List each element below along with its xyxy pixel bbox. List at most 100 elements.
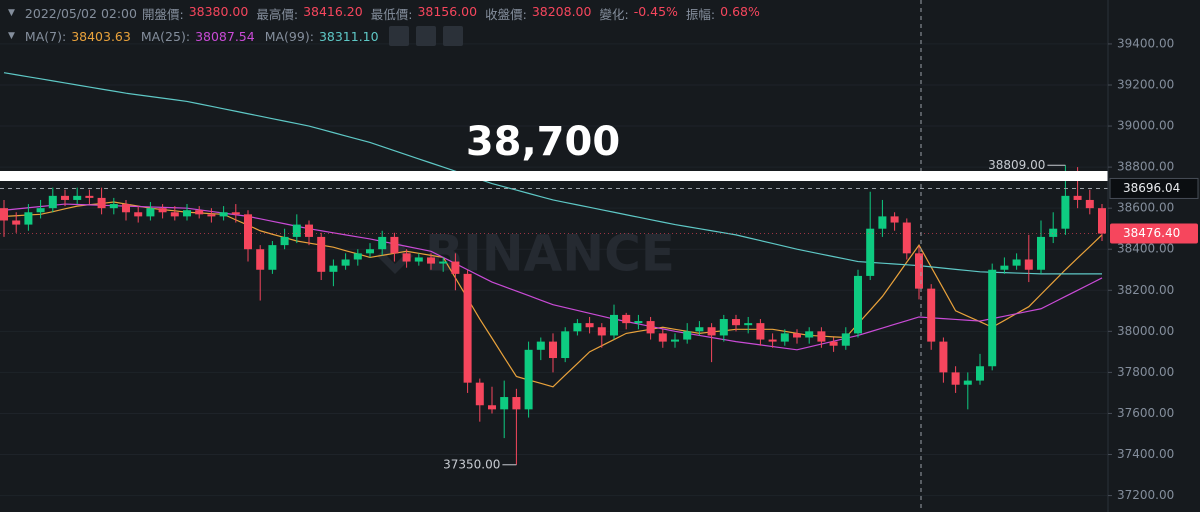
candle-body xyxy=(85,195,94,198)
candle-body xyxy=(24,212,33,225)
candle-body xyxy=(988,269,997,367)
y-tick-label: 37400.00 xyxy=(1117,447,1174,461)
watermark: BINANCE xyxy=(377,225,675,283)
y-tick-label: 37600.00 xyxy=(1117,406,1174,420)
y-tick-label: 39000.00 xyxy=(1117,119,1174,133)
candle-body xyxy=(707,327,716,336)
candle-body xyxy=(170,212,179,217)
candle-body xyxy=(536,341,545,350)
y-tick-label: 38400.00 xyxy=(1117,242,1174,256)
candle-body xyxy=(793,333,801,338)
candle-body xyxy=(878,216,887,229)
candle-body xyxy=(134,212,143,217)
candle-body xyxy=(597,327,606,336)
candle-body xyxy=(73,195,82,200)
y-tick-label: 37800.00 xyxy=(1117,365,1174,379)
info-row: ▼ 2022/05/02 02:00 開盤價: 38380.00 最高價: 38416… xyxy=(8,2,768,24)
candle-body xyxy=(146,208,155,217)
candle-body xyxy=(439,261,448,264)
candle-body xyxy=(683,331,692,340)
y-tick-label: 39400.00 xyxy=(1117,36,1174,50)
collapse-icon[interactable]: ▼ xyxy=(8,31,15,41)
annotation-line xyxy=(0,171,1108,181)
eye-button[interactable] xyxy=(388,26,409,46)
info-label: 開盤價: xyxy=(141,6,184,22)
candle-body xyxy=(48,195,57,209)
y-axis: 37200.00 37400.00 37600.00 37800.00 38000.00… xyxy=(1108,36,1199,502)
candle-body xyxy=(292,224,301,237)
settings-button[interactable] xyxy=(415,26,436,46)
candle-body xyxy=(414,257,423,262)
info-value: 0.68% xyxy=(720,3,760,19)
candle-body xyxy=(1037,236,1045,270)
candle-body xyxy=(61,195,69,200)
candle-body xyxy=(719,319,728,336)
candle-body xyxy=(951,372,960,385)
info-fields: 開盤價: 38380.00 最高價: 38416.20 最低價: 38156.00 收盤價:… xyxy=(142,4,768,23)
candle-body xyxy=(1049,228,1058,237)
candle-body xyxy=(183,210,191,217)
close-button[interactable] xyxy=(442,26,463,46)
crosshair-tag xyxy=(1109,177,1199,199)
candle-body xyxy=(378,236,387,250)
candle-body xyxy=(841,333,850,346)
info-label: 收盤價: xyxy=(485,6,527,22)
candle-body xyxy=(158,208,167,213)
candle-body xyxy=(671,339,679,342)
candle-body xyxy=(1012,259,1021,266)
legend-name: MA(7): xyxy=(24,28,67,44)
y-tick-label: 38200.00 xyxy=(1117,283,1174,297)
candle-body xyxy=(231,212,240,215)
candle-body xyxy=(646,321,655,334)
candle-body xyxy=(219,212,228,217)
candle-body xyxy=(524,349,533,410)
legend-value: 38403.63 xyxy=(71,28,131,44)
candle-body xyxy=(610,314,618,336)
candle-body xyxy=(1000,265,1009,270)
candle-body xyxy=(353,253,362,260)
ma-legend: MA(7): 38403.63 MA(25): 38087.54 MA(99): 3831… xyxy=(25,29,389,44)
legend-name: MA(25): xyxy=(140,28,191,44)
candle-body xyxy=(1024,259,1033,270)
candle-body xyxy=(280,236,289,246)
info-value: 38416.20 xyxy=(303,3,363,19)
candle-body xyxy=(341,259,350,266)
candle-body xyxy=(305,224,313,237)
candle-body xyxy=(854,275,862,334)
candle-body xyxy=(805,331,814,338)
candle-body xyxy=(207,214,216,217)
candle-body xyxy=(963,380,972,385)
candle-body xyxy=(732,319,740,326)
candle-body xyxy=(1073,195,1082,200)
info-value: 38380.00 xyxy=(188,3,249,19)
candle-body xyxy=(36,208,45,213)
candle-body xyxy=(695,327,704,332)
collapse-icon[interactable]: ▼ xyxy=(8,8,15,18)
candle-body xyxy=(866,228,875,276)
y-tick-label: 38000.00 xyxy=(1117,324,1174,338)
candle-body xyxy=(463,273,472,383)
candle-body xyxy=(97,197,106,209)
candle-body xyxy=(1098,208,1106,234)
candle-body xyxy=(12,220,21,225)
candle-body xyxy=(939,341,948,373)
candle-body xyxy=(402,253,411,262)
info-value: 38208.00 xyxy=(531,3,592,19)
legend-name: MA(99): xyxy=(264,28,314,44)
candle-body xyxy=(122,204,130,213)
candle-body xyxy=(1085,199,1094,209)
candle-body xyxy=(573,323,582,332)
candle-body xyxy=(451,261,460,274)
last-price-tag xyxy=(1110,223,1198,244)
annotation: 38,700 xyxy=(466,119,620,165)
candle-body xyxy=(561,331,570,359)
info-label: 變化: xyxy=(599,6,629,22)
info-value: 38156.00 xyxy=(417,3,478,19)
candle-body xyxy=(512,397,521,410)
plot: 38809.00 37350.00 xyxy=(0,72,1108,471)
y-tick-label: 38600.00 xyxy=(1117,201,1174,215)
crosshair-price: 38696.04 xyxy=(1123,181,1180,195)
y-tick-label: 38800.00 xyxy=(1117,160,1174,174)
